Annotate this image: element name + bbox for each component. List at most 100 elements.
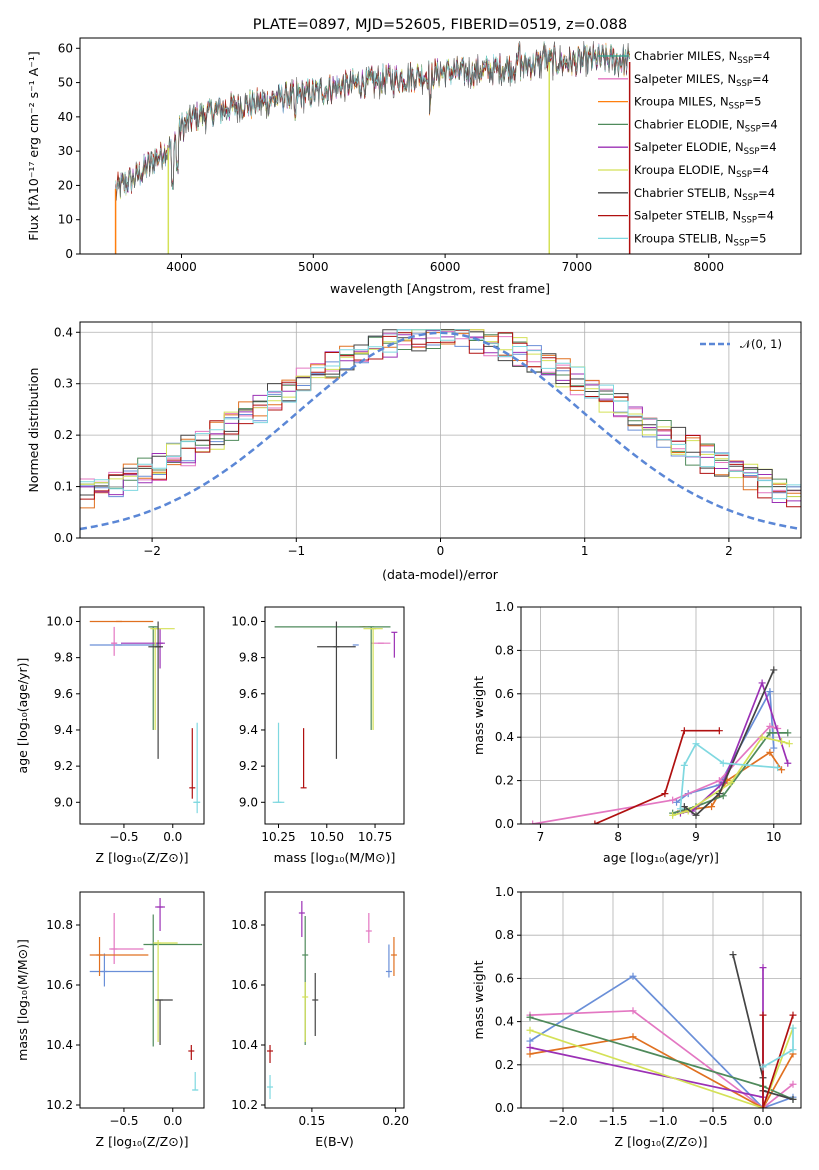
massweight-vs-age-marker (715, 777, 723, 785)
massweight-vs-age-marker (766, 729, 774, 737)
residual-histogram-step (80, 329, 801, 497)
residual-ytick-label: 0.2 (54, 428, 73, 442)
massweight-vs-age-marker (758, 733, 766, 741)
massweight-vs-age-marker (673, 798, 681, 806)
spectrum-legend-label: Chabrier ELODIE, NSSP=4 (634, 117, 778, 134)
residual-xlabel: (data-model)/error (382, 567, 499, 582)
age-vs-mass-ytick-label: 9.6 (239, 687, 258, 701)
massweight-vs-age-marker (784, 729, 792, 737)
massweight-vs-Z-xlabel: Z [log₁₀(Z/Z⊙)] (615, 1134, 708, 1149)
spectrum-ytick-label: 50 (58, 76, 73, 90)
spectrum-legend-label: Salpeter ELODIE, NSSP=4 (634, 140, 777, 157)
massweight-vs-age-marker (770, 744, 778, 752)
age-vs-mass-ytick-label: 9.2 (239, 759, 258, 773)
massweight-vs-age-series-line (672, 732, 788, 814)
mass-vs-EBV-ytick-label: 10.8 (231, 918, 258, 932)
massweight-vs-Z-marks (526, 951, 797, 1108)
massweight-vs-age-marker (661, 790, 669, 798)
age-vs-Z-xtick-label: 0.0 (163, 830, 182, 844)
massweight-vs-Z-marker (789, 1046, 797, 1054)
massweight-vs-age-marker (778, 766, 786, 774)
massweight-vs-Z-xtick-label: −1.0 (648, 1114, 677, 1128)
massweight-vs-Z-series-line (529, 1016, 794, 1101)
residual-histogram-panel: −2 −1 0 1 2 0.0 0.1 0.2 0.3 0.4 (data-model)/erro… (26, 321, 802, 582)
massweight-vs-age-marker (708, 803, 716, 811)
massweight-vs-age-series-line (594, 729, 720, 824)
massweight-vs-age-ytick-label: 1.0 (495, 600, 514, 614)
spectrum-xtick-label: 4000 (166, 260, 197, 274)
massweight-vs-Z-frame (520, 891, 802, 1109)
massweight-vs-Z-marker (526, 1013, 534, 1021)
massweight-vs-Z-marker (526, 1050, 534, 1058)
massweight-vs-Z-marker (759, 1063, 767, 1071)
age-vs-Z-frame (79, 606, 205, 825)
spectrum-legend-label: Kroupa ELODIE, NSSP=4 (634, 163, 769, 180)
spectrum-ytick-label: 0 (65, 247, 73, 261)
mass-vs-Z-xtick-label: −0.5 (109, 1114, 138, 1128)
mass-vs-EBV-ytick-label: 10.6 (231, 978, 258, 992)
spectrum-legend-label: Salpeter MILES, NSSP=4 (634, 72, 769, 89)
massweight-vs-Z-panel: −2.0 −1.5 −1.0 −0.5 0.0 0.0 0.2 0.4 0.6 0.8 1.0 Z [… (471, 885, 802, 1149)
massweight-vs-age-xtick-label: 9 (692, 830, 700, 844)
massweight-vs-Z-marker (789, 1024, 797, 1032)
residual-histogram-step (80, 329, 801, 508)
spectrum-xtick-label: 5000 (298, 260, 329, 274)
age-vs-Z-ytick-label: 9.2 (54, 759, 73, 773)
massweight-vs-age-marker (770, 666, 778, 674)
age-vs-mass-ytick-label: 10.0 (231, 614, 258, 628)
spectrum-legend-label: Kroupa MILES, NSSP=5 (634, 95, 761, 112)
age-vs-mass-marks (272, 621, 398, 803)
massweight-vs-Z-marker (629, 1007, 637, 1015)
spectrum-xlabel: wavelength [Angstrom, rest frame] (330, 281, 550, 296)
massweight-vs-age-panel: 7 8 9 10 0.0 0.2 0.4 0.6 0.8 1.0 age [log₁₀(age/yr… (471, 600, 802, 865)
massweight-vs-Z-marker (789, 1095, 797, 1103)
massweight-vs-age-marker (784, 759, 792, 767)
spectrum-legend-label: Kroupa STELIB, NSSP=5 (634, 231, 766, 248)
spectrum-xtick-label: 7000 (562, 260, 593, 274)
age-vs-Z-marks (89, 620, 201, 814)
mass-vs-Z-ytick-label: 10.6 (46, 978, 73, 992)
massweight-vs-Z-series-line (529, 1035, 794, 1108)
massweight-vs-age-marker (680, 803, 688, 811)
spectrum-xtick-label: 6000 (430, 260, 461, 274)
age-vs-Z-ylabel: age [log₁₀(age/yr)] (15, 658, 30, 774)
massweight-vs-age-ytick-label: 0.2 (495, 774, 514, 788)
spectrum-ylabel: Flux [fλ10⁻¹⁷ erg cm⁻² s⁻¹ A⁻¹] (26, 51, 41, 240)
massweight-vs-Z-series-line (529, 975, 794, 1108)
mass-vs-Z-panel: −0.5 0.0 10.2 10.4 10.6 10.8 Z [log₁₀(Z/Z⊙)] ma… (15, 891, 205, 1149)
massweight-vs-Z-xtick-label: −0.5 (698, 1114, 727, 1128)
mass-vs-Z-ylabel: mass [log₁₀(M/M⊙)] (15, 939, 30, 1061)
massweight-vs-age-marker (727, 779, 735, 787)
spectrum-ytick-label: 60 (58, 41, 73, 55)
massweight-vs-age-marker (758, 679, 766, 687)
massweight-vs-Z-ytick-label: 1.0 (495, 885, 514, 899)
mass-vs-EBV-marks (267, 901, 397, 1099)
massweight-vs-Z-xtick-label: −1.5 (598, 1114, 627, 1128)
massweight-vs-age-marker (719, 792, 727, 800)
mass-vs-EBV-xlabel: E(B-V) (315, 1134, 354, 1149)
spectrum-panel: 4000 5000 6000 7000 8000 0 10 20 30 40 50 60 wavele… (26, 37, 802, 296)
age-vs-Z-ytick-label: 9.8 (54, 651, 73, 665)
massweight-vs-Z-marker (526, 1026, 534, 1034)
age-vs-mass-xtick-label: 10.75 (358, 830, 392, 844)
spectrum-ytick-label: 20 (58, 178, 73, 192)
residual-ytick-label: 0.1 (54, 480, 73, 494)
massweight-vs-Z-ytick-label: 0.2 (495, 1058, 514, 1072)
age-vs-mass-frame (264, 606, 405, 825)
massweight-vs-age-marker (766, 688, 774, 696)
massweight-vs-Z-ytick-label: 0.4 (495, 1015, 514, 1029)
residual-ytick-label: 0.4 (54, 325, 73, 339)
age-vs-mass-panel: 10.25 10.50 10.75 9.0 9.2 9.4 9.6 9.8 10.0 mass [… (231, 606, 405, 865)
massweight-vs-Z-marker (759, 1011, 767, 1019)
figure-title: PLATE=0897, MJD=52605, FIBERID=0519, z=0… (253, 17, 627, 33)
spectrum-ytick-label: 30 (58, 144, 73, 158)
massweight-vs-age-series-line (679, 742, 778, 809)
massweight-vs-age-marker (669, 796, 677, 804)
massweight-vs-age-ylabel: mass weight (471, 676, 486, 755)
massweight-vs-age-marker (785, 740, 793, 748)
massweight-vs-age-marker (778, 738, 786, 746)
mass-vs-Z-xtick-label: 0.0 (163, 1114, 182, 1128)
mass-vs-Z-frame (79, 891, 205, 1109)
mass-vs-Z-ytick-label: 10.2 (46, 1098, 73, 1112)
massweight-vs-age-xtick-label: 8 (614, 830, 622, 844)
